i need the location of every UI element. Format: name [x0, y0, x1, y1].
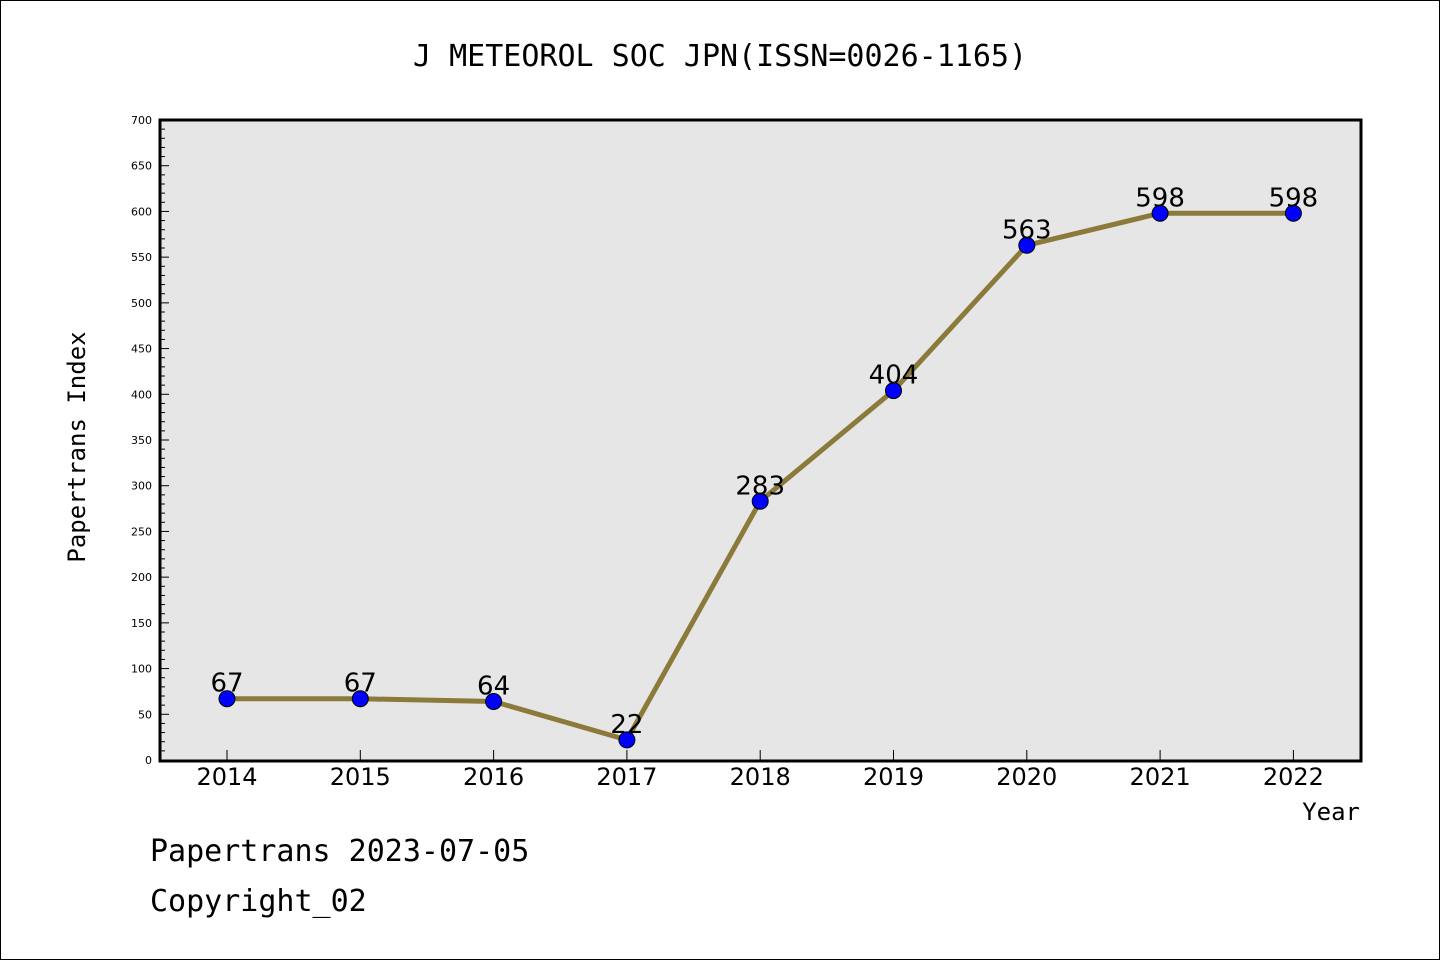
x-tick-label: 2015: [330, 763, 391, 791]
x-axis: 2014 2015 2016 2017 2018 2019 2020 2021 2022: [196, 750, 1324, 791]
chart-title: J METEOROL SOC JPN(ISSN=0026-1165): [413, 39, 1027, 74]
x-tick-label: 2014: [196, 763, 257, 791]
x-tick-label: 2017: [596, 763, 657, 791]
data-label: 22: [610, 710, 643, 740]
data-label: 598: [1135, 183, 1185, 213]
y-tick-label: 650: [131, 160, 152, 173]
y-tick-label: 100: [131, 663, 152, 676]
x-tick-label: 2019: [863, 763, 924, 791]
y-tick-label: 350: [131, 434, 152, 447]
y-tick-label: 250: [131, 525, 152, 538]
data-label: 67: [344, 669, 377, 699]
y-axis-label: Papertrans Index: [63, 331, 91, 562]
data-label: 598: [1269, 183, 1319, 213]
data-label: 404: [869, 361, 919, 391]
footer-date: Papertrans 2023-07-05: [150, 834, 530, 869]
y-tick-label: 450: [131, 343, 152, 356]
data-label: 67: [210, 669, 243, 699]
data-label: 283: [735, 471, 785, 501]
data-point: [1151, 204, 1169, 222]
x-tick-label: 2022: [1263, 763, 1324, 791]
y-tick-label: 150: [131, 617, 152, 630]
y-tick-label: 600: [131, 205, 152, 218]
y-tick-label: 500: [131, 297, 152, 310]
y-tick-label: 50: [138, 708, 152, 721]
x-axis-label: Year: [1302, 798, 1360, 826]
data-point: [485, 692, 503, 710]
x-tick-label: 2021: [1130, 763, 1191, 791]
data-label: 563: [1002, 215, 1052, 245]
y-tick-label: 0: [145, 754, 152, 767]
y-tick-label: 400: [131, 388, 152, 401]
data-point: [351, 690, 369, 708]
data-label: 64: [477, 671, 510, 701]
data-point: [885, 382, 902, 400]
data-point: [751, 492, 769, 510]
y-axis: 0 50 100 150 200 250 300 350 400 450 500 550 600 650 7…: [131, 114, 169, 767]
x-tick-label: 2020: [996, 763, 1057, 791]
data-point: [618, 731, 636, 749]
plot-area: [158, 118, 1363, 763]
y-tick-label: 700: [131, 114, 152, 127]
y-tick-label: 300: [131, 480, 152, 493]
series: 67 67 64 22 283 404 563 598 598: [210, 183, 1319, 749]
footer-copyright: Copyright_02: [150, 884, 367, 919]
data-point: [218, 690, 236, 708]
x-tick-label: 2018: [730, 763, 791, 791]
data-point: [1018, 236, 1036, 254]
y-tick-label: 200: [131, 571, 152, 584]
y-tick-label: 550: [131, 251, 152, 264]
data-point: [1284, 204, 1302, 222]
x-tick-label: 2016: [463, 763, 524, 791]
